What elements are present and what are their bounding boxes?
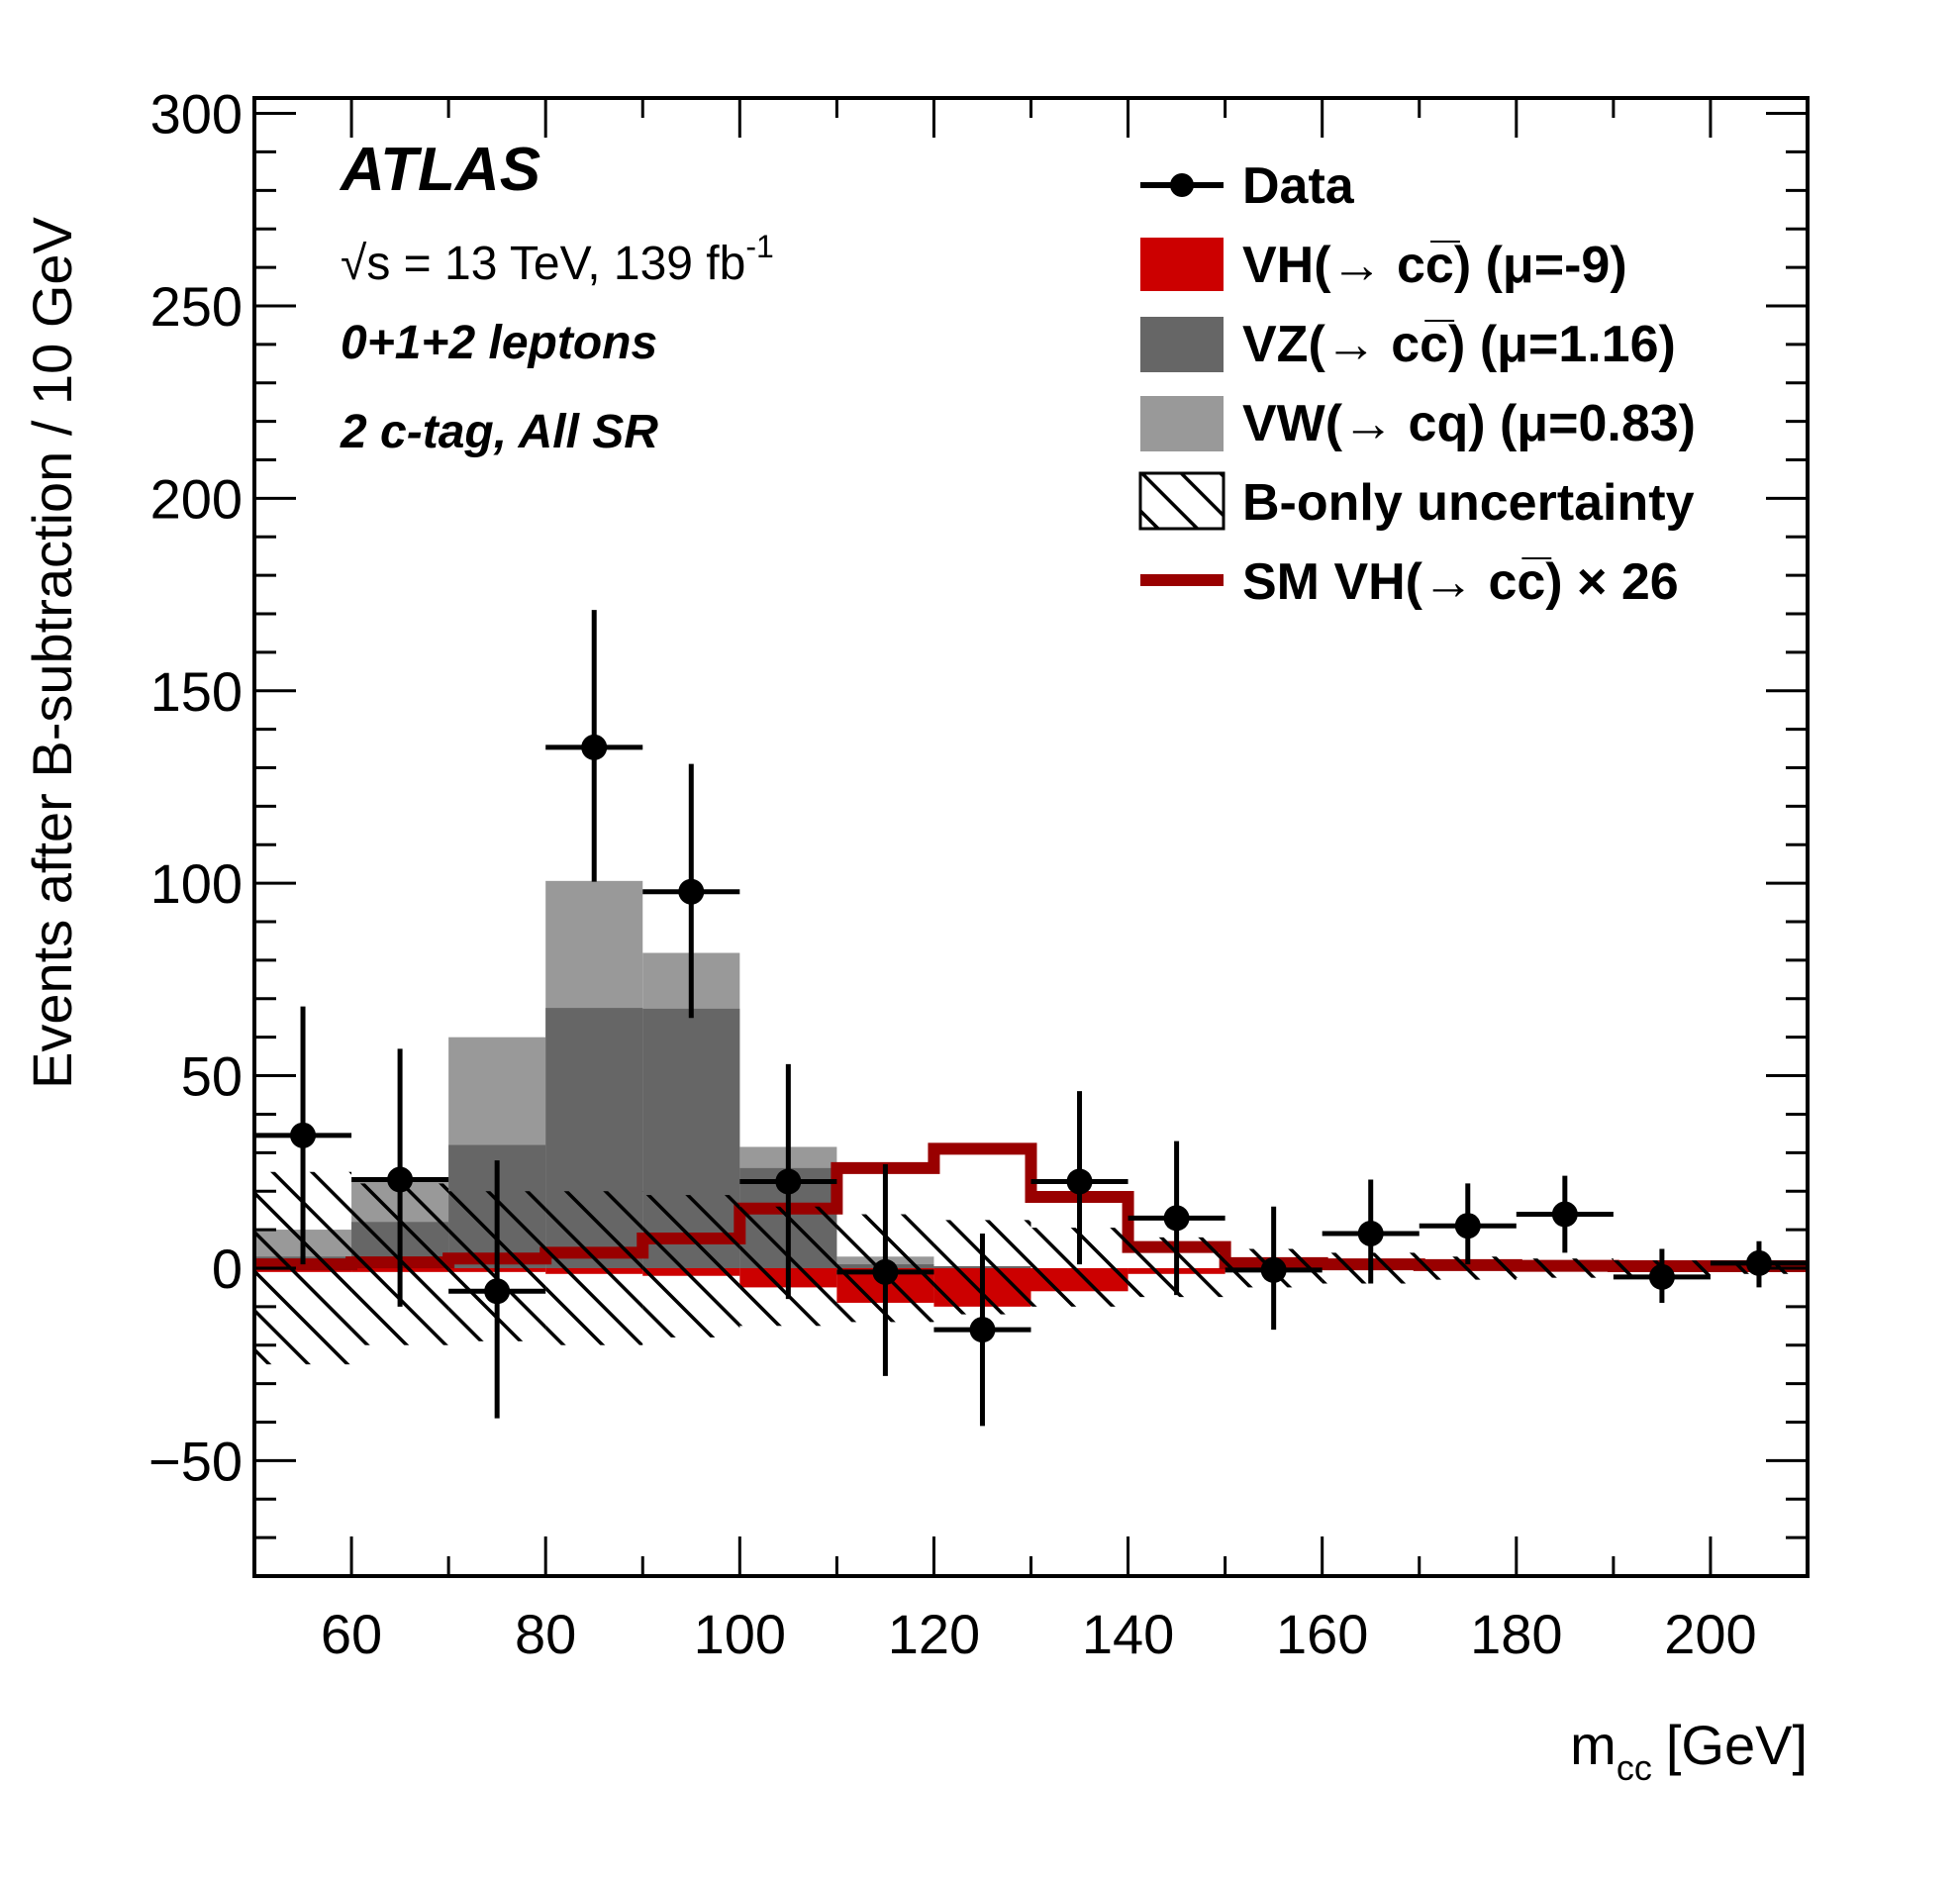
- data-point: [254, 1006, 352, 1265]
- data-marker: [1551, 1201, 1578, 1228]
- energy-lumi-text: √s = 13 TeV, 139 fb: [341, 238, 745, 290]
- axes: 60 80 100 120 140 160 180 200 −50 0 50 100 150 200 250…: [148, 83, 1810, 1665]
- x-tick-label: 200: [1664, 1603, 1756, 1665]
- data-marker: [1454, 1213, 1481, 1239]
- data-marker: [775, 1168, 802, 1195]
- x-axis-title-main: m: [1570, 1714, 1617, 1776]
- x-tick-label: 140: [1082, 1603, 1174, 1665]
- x-tick-label: 60: [321, 1603, 382, 1665]
- legend-swatch-vw: [1140, 396, 1224, 451]
- uncertainty-bin: [642, 1195, 740, 1337]
- legend-label-uncertainty: B-only uncertainty: [1242, 474, 1695, 532]
- data-point: [1710, 1240, 1808, 1288]
- data-marker: [290, 1122, 317, 1148]
- svg-text:mcc[GeV]: mcc [GeV]: [1570, 1714, 1808, 1788]
- legend-label-data: Data: [1242, 157, 1355, 215]
- y-axis-title: Events after B-subtraction / 10 GeV: [21, 216, 83, 1089]
- uncertainty-bin: [1516, 1258, 1614, 1278]
- channel-label: 0+1+2 leptons: [341, 317, 657, 369]
- data-point: [1322, 1179, 1420, 1284]
- legend-label-vz: VZ(→ cc̅) (μ=1.16): [1242, 316, 1676, 373]
- experiment-label: ATLAS: [339, 136, 540, 204]
- legend-swatch-vz: [1140, 317, 1224, 372]
- legend-swatch-vh: [1140, 238, 1224, 291]
- data-marker: [1163, 1205, 1190, 1232]
- data-point: [1516, 1175, 1614, 1253]
- data-marker: [484, 1278, 511, 1305]
- x-tick-label: 120: [888, 1603, 980, 1665]
- legend-data-marker-dot: [1170, 173, 1194, 197]
- uncertainty-bin: [545, 1191, 643, 1345]
- y-tick-label: 0: [212, 1238, 243, 1300]
- legend-item-vz: VZ(→ cc̅) (μ=1.16): [1140, 316, 1676, 373]
- data-marker: [872, 1258, 899, 1285]
- x-axis-title-unit: [GeV]: [1666, 1714, 1808, 1776]
- legend: Data VH(→ cc̅) (μ=-9) VZ(→ cc̅) (μ=1.16)…: [1138, 157, 1696, 611]
- legend-swatch-uncertainty: [1138, 471, 1225, 531]
- data-point: [836, 1163, 934, 1376]
- legend-item-sm: SM VH(→ cc̅) × 26: [1140, 553, 1679, 611]
- x-tick-label: 180: [1470, 1603, 1562, 1665]
- data-marker: [678, 878, 705, 905]
- uncertainty-bin: [1419, 1256, 1517, 1280]
- legend-label-vh: VH(→ cc̅) (μ=-9): [1242, 237, 1627, 294]
- y-tick-label: 100: [150, 852, 243, 915]
- plot-area: [254, 610, 1808, 1427]
- data-marker: [1745, 1249, 1772, 1276]
- data-marker: [1648, 1263, 1675, 1290]
- energy-lumi-sup: -1: [745, 229, 773, 264]
- x-tick-label: 100: [694, 1603, 786, 1665]
- data-marker: [1260, 1256, 1287, 1283]
- data-point: [351, 1048, 449, 1307]
- data-marker: [387, 1166, 414, 1193]
- data-marker: [969, 1317, 996, 1343]
- data-marker: [1066, 1168, 1093, 1195]
- data-marker: [1357, 1220, 1384, 1246]
- region-label: 2 c-tag, All SR: [340, 406, 658, 458]
- y-tick-label: 50: [181, 1045, 243, 1108]
- x-tick-label: 160: [1276, 1603, 1368, 1665]
- data-point: [1613, 1248, 1711, 1303]
- data-point: [933, 1233, 1031, 1427]
- data-point: [1127, 1140, 1225, 1296]
- data-point: [448, 1160, 546, 1419]
- data-series: [254, 610, 1808, 1427]
- legend-label-vw: VW(→ cq) (μ=0.83): [1242, 395, 1696, 452]
- legend-item-vh: VH(→ cc̅) (μ=-9): [1140, 237, 1627, 294]
- legend-item-data: Data: [1140, 157, 1355, 215]
- y-tick-label: 250: [150, 275, 243, 338]
- legend-label-sm: SM VH(→ cc̅) × 26: [1242, 553, 1679, 611]
- y-tick-label: 300: [150, 83, 243, 146]
- y-tick-label: −50: [148, 1430, 243, 1492]
- x-axis-title-sub: cc: [1617, 1747, 1652, 1788]
- legend-item-uncertainty: B-only uncertainty: [1138, 471, 1695, 532]
- data-point: [739, 1063, 837, 1300]
- data-point: [1419, 1183, 1517, 1265]
- x-axis-title: mcc [GeV]: [1570, 1714, 1808, 1788]
- data-point: [642, 763, 740, 1019]
- data-marker: [581, 734, 608, 760]
- y-tick-label: 200: [150, 467, 243, 530]
- y-tick-label: 150: [150, 660, 243, 723]
- x-tick-label: 80: [515, 1603, 576, 1665]
- legend-item-vw: VW(→ cq) (μ=0.83): [1140, 395, 1696, 452]
- energy-lumi-label: √s = 13 TeV, 139 fb-1: [341, 229, 774, 290]
- data-point: [1030, 1091, 1128, 1265]
- data-point: [1225, 1206, 1323, 1331]
- data-point: [545, 610, 643, 882]
